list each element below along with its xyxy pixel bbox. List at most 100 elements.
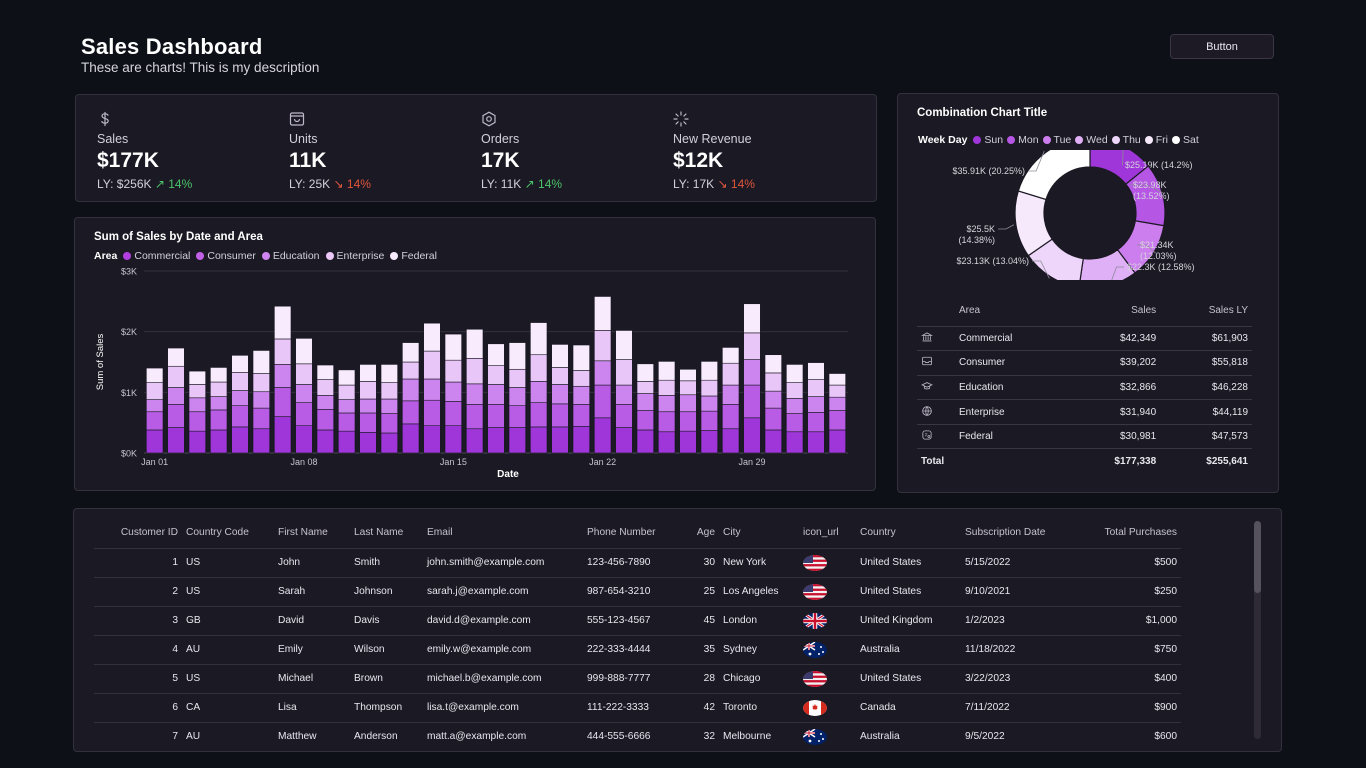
bar-segment-consumer[interactable] [679,411,697,432]
column-header[interactable]: Email [427,527,453,539]
column-header[interactable]: Last Name [354,527,404,539]
table-row[interactable]: Education $32,866 $46,228 [917,374,1252,400]
legend-item-sat[interactable]: Sat [1172,134,1199,146]
donut-slice-sat[interactable] [1017,150,1091,201]
bar-segment-commercial[interactable] [466,428,484,454]
bar-segment-federal[interactable] [786,364,804,383]
bar-segment-consumer[interactable] [338,412,356,432]
bar-segment-enterprise[interactable] [188,384,206,399]
bar-segment-education[interactable] [594,360,612,386]
bar-segment-federal[interactable] [828,373,846,386]
bar-segment-enterprise[interactable] [146,382,164,400]
bar-segment-education[interactable] [423,378,441,401]
table-row[interactable]: 6 CA Lisa Thompson lisa.t@example.com 111-222… [94,692,1181,722]
bar-segment-consumer[interactable] [252,407,270,430]
table-row[interactable]: Consumer $39,202 $55,818 [917,350,1252,376]
bar-segment-commercial[interactable] [338,430,356,454]
bar-segment-federal[interactable] [188,370,206,385]
table-row[interactable]: 5 US Michael Brown michael.b@example.com 999-… [94,663,1181,693]
bar-segment-consumer[interactable] [444,401,462,427]
bar-segment-federal[interactable] [167,347,185,367]
bar-segment-enterprise[interactable] [316,379,334,396]
legend-item-consumer[interactable]: Consumer [196,250,256,262]
bar-segment-commercial[interactable] [274,416,292,454]
bar-segment-federal[interactable] [615,330,633,360]
table-row[interactable]: Federal $30,981 $47,573 [917,423,1252,449]
bar-segment-consumer[interactable] [807,412,825,433]
bar-segment-consumer[interactable] [615,404,633,428]
bar-segment-federal[interactable] [679,368,697,382]
bar-segment-enterprise[interactable] [743,332,761,360]
bar-segment-commercial[interactable] [402,423,420,454]
bar-segment-enterprise[interactable] [722,362,740,386]
bar-segment-commercial[interactable] [316,429,334,454]
column-header[interactable]: Total Purchases [1104,527,1177,539]
bar-segment-federal[interactable] [572,344,590,371]
bar-segment-commercial[interactable] [572,426,590,454]
table-row[interactable]: 2 US Sarah Johnson sarah.j@example.com 987-65… [94,576,1181,606]
table-row[interactable]: Commercial $42,349 $61,903 [917,325,1252,351]
bar-segment-commercial[interactable] [295,425,313,454]
legend-item-fri[interactable]: Fri [1144,134,1168,146]
bar-segment-commercial[interactable] [764,429,782,454]
bar-segment-education[interactable] [338,399,356,414]
bar-segment-commercial[interactable] [828,429,846,454]
column-header[interactable]: First Name [278,527,328,539]
bar-segment-enterprise[interactable] [700,379,718,397]
bar-segment-consumer[interactable] [530,402,548,428]
bar-segment-commercial[interactable] [146,429,164,454]
bar-segment-federal[interactable] [146,367,164,383]
column-header[interactable]: Subscription Date [965,527,1046,539]
column-header[interactable]: Phone Number [587,527,656,539]
bar-segment-commercial[interactable] [380,432,398,454]
bar-segment-consumer[interactable] [594,384,612,419]
bar-segment-federal[interactable] [338,369,356,386]
bar-segment-commercial[interactable] [508,427,526,454]
bar-segment-federal[interactable] [466,328,484,359]
legend-item-thu[interactable]: Thu [1111,134,1141,146]
bar-segment-enterprise[interactable] [508,368,526,388]
bar-segment-enterprise[interactable] [167,365,185,388]
bar-segment-federal[interactable] [402,342,420,363]
bar-segment-federal[interactable] [210,367,228,383]
bar-segment-commercial[interactable] [679,430,697,454]
bar-segment-consumer[interactable] [167,404,185,428]
bar-segment-commercial[interactable] [530,426,548,454]
legend-item-mon[interactable]: Mon [1007,134,1039,146]
legend-item-enterprise[interactable]: Enterprise [325,250,384,262]
bar-segment-enterprise[interactable] [658,379,676,396]
bar-segment-education[interactable] [167,387,185,405]
bar-segment-federal[interactable] [508,342,526,370]
bar-segment-consumer[interactable] [359,412,377,433]
bar-segment-federal[interactable] [636,363,654,382]
bar-segment-enterprise[interactable] [807,379,825,397]
bar-segment-commercial[interactable] [231,426,249,454]
bar-segment-consumer[interactable] [402,400,420,425]
bar-segment-enterprise[interactable] [551,367,569,385]
table-row[interactable]: 1 US John Smith john.smith@example.com 123-45… [94,547,1181,577]
bar-segment-enterprise[interactable] [210,381,228,397]
bar-segment-education[interactable] [764,390,782,409]
bar-segment-commercial[interactable] [636,429,654,454]
bar-segment-federal[interactable] [743,303,761,334]
bar-segment-commercial[interactable] [444,425,462,454]
bar-segment-federal[interactable] [231,355,249,373]
bar-segment-federal[interactable] [316,364,334,380]
bar-segment-enterprise[interactable] [466,358,484,385]
bar-segment-consumer[interactable] [231,405,249,428]
bar-segment-commercial[interactable] [188,430,206,454]
column-header[interactable]: Customer ID [120,527,178,539]
bar-segment-consumer[interactable] [316,409,334,431]
table-row[interactable]: 7 AU Matthew Anderson matt.a@example.com 444-… [94,721,1181,751]
bar-segment-consumer[interactable] [487,404,505,428]
bar-segment-education[interactable] [572,385,590,405]
bar-segment-education[interactable] [743,359,761,386]
legend-item-commercial[interactable]: Commercial [123,250,190,262]
bar-segment-enterprise[interactable] [231,372,249,391]
column-header[interactable]: icon_url [803,527,839,539]
bar-segment-enterprise[interactable] [786,382,804,399]
bar-segment-education[interactable] [316,395,334,410]
bar-segment-enterprise[interactable] [572,370,590,387]
legend-item-tue[interactable]: Tue [1042,134,1071,146]
bar-segment-education[interactable] [722,384,740,405]
